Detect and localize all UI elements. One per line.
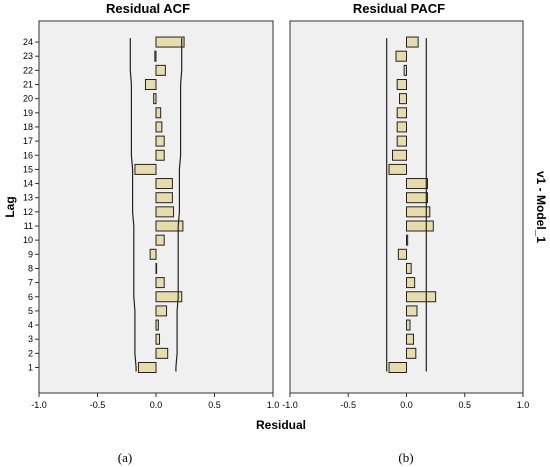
pacf-bar-lag-22 <box>403 64 408 76</box>
acf-bar-lag-14 <box>155 178 173 190</box>
x-tick-labels: -1.0 -0.5 0.0 0.5 1.0 -1.0 -0.5 0.0 0.5 1.0 <box>31 393 529 410</box>
caption-b: (b) <box>398 450 413 465</box>
acf-bar-lag-20 <box>153 93 157 105</box>
pacf-bar-lag-9 <box>397 248 408 260</box>
acf-bar-lag-23 <box>154 50 157 62</box>
acf-x-tick-label: 0.5 <box>208 400 221 410</box>
acf-bar-lag-6 <box>155 291 183 303</box>
pacf-bar-lag-15 <box>388 163 407 175</box>
lag-tick-label-19: 19 <box>23 108 33 118</box>
pacf-bar-lag-5 <box>406 305 418 317</box>
acf-bar-lag-15 <box>134 163 157 175</box>
lag-tick-label-2: 2 <box>28 348 33 358</box>
acf-bar-lag-9 <box>149 248 157 260</box>
y-axis-title: Lag <box>3 196 17 217</box>
pacf-bar-lag-7 <box>406 277 416 289</box>
lag-tick-label-21: 21 <box>23 80 33 90</box>
pacf-bar-lag-21 <box>396 79 407 90</box>
acf-panel-title: Residual ACF <box>106 1 190 16</box>
pacf-bar-lag-24 <box>406 36 419 48</box>
pacf-bar-lag-2 <box>406 347 417 359</box>
lag-tick-label-13: 13 <box>23 193 33 203</box>
pacf-x-tick-label: 0.0 <box>400 400 413 410</box>
acf-lower-confidence-limit <box>129 38 137 372</box>
pacf-bar-lag-11 <box>406 220 434 232</box>
pacf-bar-lag-6 <box>406 291 437 303</box>
acf-bar-lag-11 <box>155 220 184 232</box>
model-label: v1 - Model_1 <box>534 171 548 243</box>
lag-tick-label-11: 11 <box>24 221 33 231</box>
pacf-bar-lag-8 <box>406 262 412 274</box>
caption-a: (a) <box>118 450 132 465</box>
lag-tick-label-7: 7 <box>28 278 33 288</box>
lag-tick-label-9: 9 <box>28 249 33 259</box>
lag-tick-label-17: 17 <box>23 136 33 146</box>
lag-tick-label-8: 8 <box>28 263 33 273</box>
pacf-bar-lag-10 <box>406 234 409 246</box>
pacf-bar-lag-3 <box>406 333 414 345</box>
lag-tick-label-3: 3 <box>28 334 33 344</box>
acf-bar-lag-10 <box>155 234 165 246</box>
lag-tick-label-1: 1 <box>28 363 33 373</box>
pacf-panel-title: Residual PACF <box>353 1 445 16</box>
acf-bar-lag-12 <box>155 206 175 218</box>
pacf-marks <box>386 36 437 373</box>
pacf-bar-lag-1 <box>388 362 407 373</box>
pacf-x-tick-label: 1.0 <box>517 400 530 410</box>
lag-tick-label-15: 15 <box>23 164 33 174</box>
acf-upper-confidence-limit <box>175 38 183 372</box>
pacf-bar-lag-14 <box>406 178 428 190</box>
acf-x-tick-label: 1.0 <box>267 400 280 410</box>
acf-bar-lag-21 <box>144 79 157 90</box>
lag-tick-label-22: 22 <box>23 65 33 75</box>
lag-tick-label-5: 5 <box>28 306 33 316</box>
pacf-bar-lag-13 <box>406 192 428 204</box>
pacf-bar-lag-23 <box>395 50 408 62</box>
acf-bar-lag-16 <box>155 149 165 161</box>
acf-x-tick-label: -1.0 <box>31 400 47 410</box>
pacf-bar-lag-4 <box>406 319 411 331</box>
lag-tick-label-16: 16 <box>23 150 33 160</box>
acf-bar-lag-5 <box>155 305 168 317</box>
pacf-bar-lag-16 <box>392 149 407 161</box>
acf-x-tick-label: -0.5 <box>90 400 106 410</box>
lag-tick-label-20: 20 <box>23 94 33 104</box>
acf-bar-lag-8 <box>155 262 158 274</box>
pacf-bar-lag-18 <box>396 121 407 133</box>
acf-bar-lag-2 <box>155 347 169 359</box>
lag-tick-label-6: 6 <box>28 292 33 302</box>
pacf-bar-lag-20 <box>399 93 408 105</box>
acf-bar-lag-24 <box>155 36 185 48</box>
acf-bar-lag-22 <box>155 64 166 76</box>
acf-marks <box>129 36 185 373</box>
lag-tick-label-14: 14 <box>23 179 33 189</box>
lag-tick-label-24: 24 <box>23 37 33 47</box>
acf-bar-lag-13 <box>155 192 173 204</box>
acf-bar-lag-19 <box>155 107 162 119</box>
acf-bar-lag-4 <box>155 319 159 331</box>
lag-tick-label-4: 4 <box>28 320 33 330</box>
lag-tick-label-23: 23 <box>23 51 33 61</box>
x-axis-title: Residual <box>256 418 306 432</box>
pacf-bar-lag-17 <box>396 135 407 147</box>
acf-bar-lag-7 <box>155 277 165 289</box>
acf-bar-lag-17 <box>155 135 165 147</box>
pacf-bar-lag-19 <box>396 107 407 119</box>
acf-bar-lag-3 <box>155 333 161 345</box>
pacf-bar-lag-12 <box>406 206 431 218</box>
lag-tick-label-12: 12 <box>23 207 33 217</box>
lag-tick-label-10: 10 <box>23 235 33 245</box>
pacf-x-tick-label: -0.5 <box>340 400 356 410</box>
acf-bar-lag-1 <box>137 362 157 373</box>
pacf-x-tick-label: -1.0 <box>282 400 298 410</box>
lag-tick-label-18: 18 <box>23 122 33 132</box>
acf-x-tick-label: 0.0 <box>150 400 163 410</box>
acf-bar-lag-18 <box>155 121 163 133</box>
pacf-x-tick-label: 0.5 <box>458 400 471 410</box>
